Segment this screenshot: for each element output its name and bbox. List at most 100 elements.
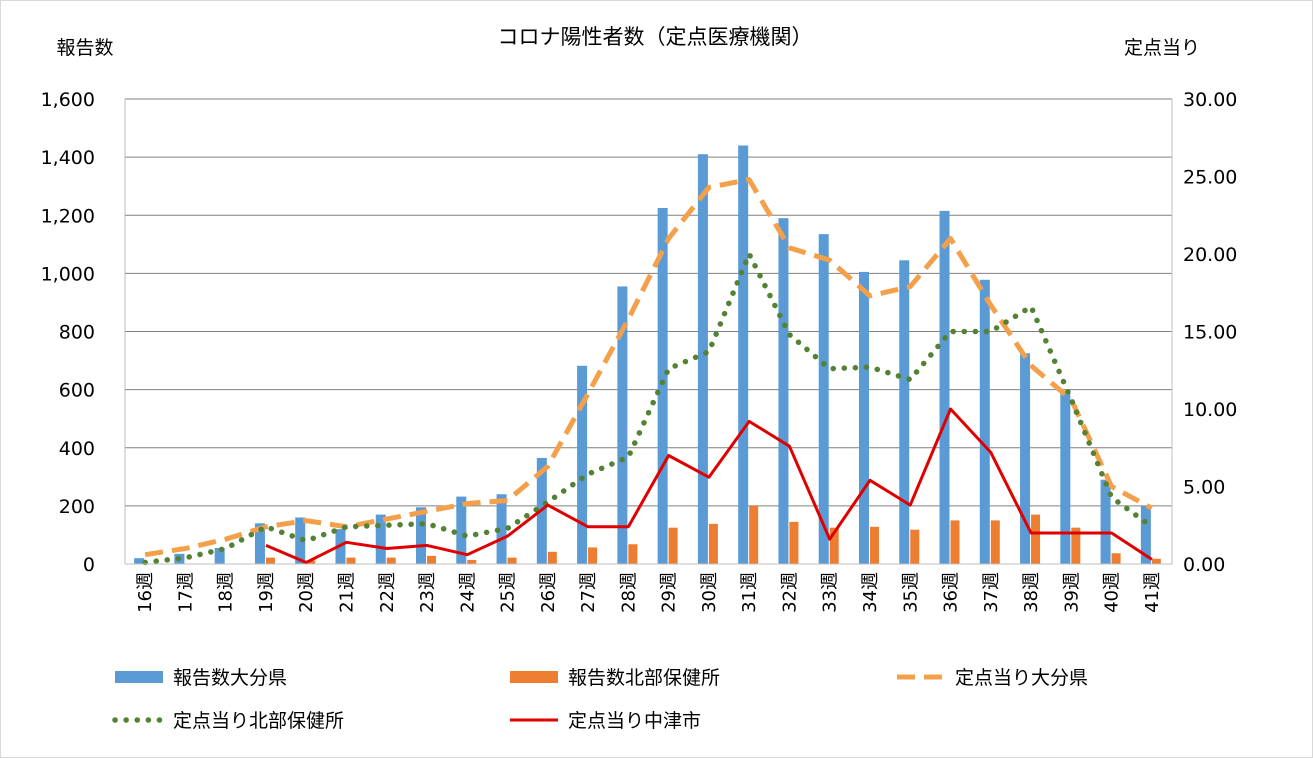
x-tick-label: 23週 (417, 572, 438, 613)
bar-oita (375, 514, 386, 564)
x-tick-label: 22週 (377, 572, 398, 613)
bar-oita (295, 517, 306, 564)
legend-nakatsu-rate-label: 定点当り中津市 (568, 710, 701, 732)
right-tick-label: 0.00 (1183, 554, 1225, 576)
bar-oita (134, 558, 145, 564)
bar-oita (939, 210, 950, 564)
bar-hokubu (346, 557, 356, 564)
x-tick-label: 16週 (135, 572, 156, 613)
bar-oita (456, 496, 467, 564)
bar-hokubu (910, 529, 920, 564)
bar-hokubu (588, 547, 598, 564)
bar-oita (496, 494, 507, 564)
line-hokubu (142, 251, 1155, 566)
bar-hokubu (1071, 527, 1081, 564)
bar-oita (577, 365, 588, 564)
bar-hokubu (628, 544, 638, 564)
x-tick-label: 26週 (538, 572, 559, 613)
left-tick-label: 200 (59, 496, 95, 518)
right-tick-label: 30.00 (1183, 89, 1237, 111)
bar-oita (697, 154, 708, 564)
bar-oita (778, 218, 789, 564)
bar-oita (858, 271, 869, 564)
x-tick-label: 20週 (296, 572, 317, 613)
x-tick-label: 29週 (659, 572, 680, 613)
legend-oita-reports-swatch (115, 671, 163, 683)
chart-title: コロナ陽性者数（定点医療機関） (498, 25, 813, 49)
left-tick-label: 600 (59, 380, 95, 402)
x-tick-label: 28週 (618, 572, 639, 613)
x-tick-label: 19週 (256, 572, 277, 613)
bar-hokubu (265, 557, 275, 564)
bar-oita (254, 523, 265, 564)
bar-hokubu (869, 526, 879, 564)
legend-oita-reports-label: 報告数大分県 (173, 667, 287, 689)
bar-oita (214, 548, 225, 564)
x-tick-label: 36週 (941, 572, 962, 613)
bar-oita (416, 507, 427, 564)
legend-oita-rate-label: 定点当り大分県 (955, 667, 1088, 689)
legend-hokubu-reports-label: 報告数北部保健所 (568, 667, 720, 689)
x-tick-label: 17週 (175, 572, 196, 613)
left-tick-label: 1,600 (41, 89, 95, 111)
bar-oita (1060, 391, 1071, 564)
x-tick-label: 27週 (578, 572, 599, 613)
x-tick-label: 37週 (981, 572, 1002, 613)
x-tick-label: 34週 (860, 572, 881, 613)
right-tick-label: 5.00 (1183, 477, 1225, 499)
bar-oita (979, 279, 990, 564)
bar-hokubu (1151, 558, 1161, 564)
line-nakatsu (265, 407, 1153, 564)
bar-hokubu (467, 559, 477, 564)
bar-hokubu (1111, 553, 1121, 564)
x-tick-label: 25週 (498, 572, 519, 613)
bar-hokubu (950, 520, 960, 564)
bar-hokubu (990, 520, 1000, 564)
bar-hokubu (507, 557, 517, 564)
left-tick-label: 1,200 (41, 205, 95, 227)
bar-hokubu (306, 560, 316, 564)
left-tick-label: 1,400 (41, 147, 95, 169)
bar-hokubu (547, 551, 557, 564)
right-tick-label: 10.00 (1183, 399, 1237, 421)
bar-oita (818, 234, 829, 564)
bar-oita (1140, 505, 1151, 564)
right-axis-label: 定点当り (1124, 37, 1200, 59)
bar-oita (1020, 353, 1031, 564)
bar-hokubu (386, 557, 396, 564)
bar-hokubu (668, 527, 678, 564)
bar-oita (738, 145, 749, 564)
bar-hokubu (708, 523, 718, 564)
bar-hokubu (749, 505, 759, 564)
x-tick-label: 18週 (216, 572, 237, 613)
left-tick-label: 400 (59, 438, 95, 460)
x-tick-label: 24週 (457, 572, 478, 613)
x-tick-label: 39週 (1061, 572, 1082, 613)
right-tick-label: 25.00 (1183, 167, 1237, 189)
x-tick-label: 31週 (739, 572, 760, 613)
right-tick-label: 20.00 (1183, 244, 1237, 266)
legend-hokubu-reports-swatch (510, 671, 558, 683)
legend-hokubu-rate-label: 定点当り北部保健所 (173, 710, 344, 732)
x-tick-label: 32週 (779, 572, 800, 613)
left-tick-label: 1,000 (41, 263, 95, 285)
left-axis-label: 報告数 (56, 37, 113, 59)
right-tick-label: 15.00 (1183, 322, 1237, 344)
bar-hokubu (427, 555, 437, 564)
bar-oita (617, 286, 628, 564)
bar-oita (1100, 479, 1111, 564)
bar-oita (899, 260, 910, 564)
x-tick-label: 21週 (336, 572, 357, 613)
bar-hokubu (1031, 514, 1041, 564)
x-tick-label: 30週 (699, 572, 720, 613)
left-tick-label: 0 (83, 554, 95, 576)
bar-hokubu (829, 527, 839, 564)
left-tick-label: 800 (59, 322, 95, 344)
line-oita (144, 177, 1154, 558)
x-tick-label: 38週 (1021, 572, 1042, 613)
x-tick-label: 33週 (820, 572, 841, 613)
bar-hokubu (789, 521, 799, 564)
x-tick-label: 41週 (1142, 572, 1163, 613)
x-tick-label: 40週 (1102, 572, 1123, 613)
